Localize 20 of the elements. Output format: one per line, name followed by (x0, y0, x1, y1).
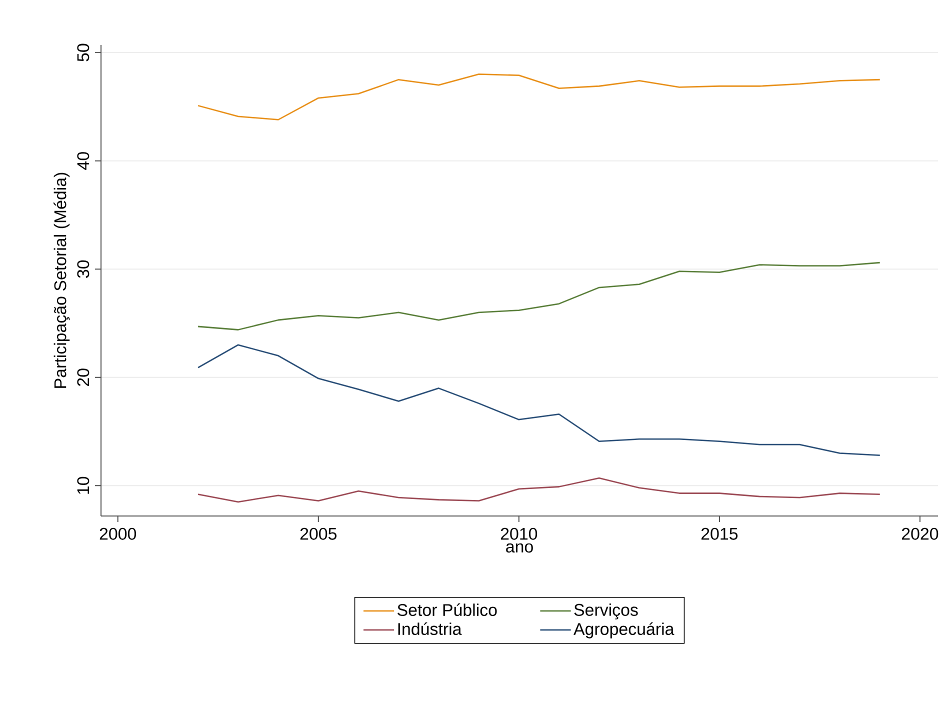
x-tick-label: 2000 (100, 528, 136, 540)
x-tick-label: 2005 (300, 528, 336, 540)
x-tick-label: 2020 (902, 528, 938, 540)
x-tick-label: 2015 (701, 528, 738, 540)
x-axis-title: ano (506, 543, 533, 553)
line-series (197, 477, 881, 503)
legend-label: Indústria (398, 622, 462, 636)
y-tick-label: 20 (77, 368, 90, 386)
y-tick-label: 40 (77, 152, 90, 170)
line-series (197, 344, 881, 456)
y-tick-label: 10 (77, 476, 90, 494)
line-series (197, 74, 881, 120)
x-tick-label: 2010 (500, 528, 538, 540)
y-axis-title: Participação Setorial (Média) (54, 172, 70, 388)
legend-label: Agropecuária (574, 622, 674, 638)
y-tick-label: 30 (77, 260, 90, 278)
line-series (197, 262, 881, 330)
y-tick-label: 50 (77, 44, 90, 62)
legend-label: Serviços (574, 603, 638, 620)
legend-label: Setor Público (398, 603, 497, 616)
